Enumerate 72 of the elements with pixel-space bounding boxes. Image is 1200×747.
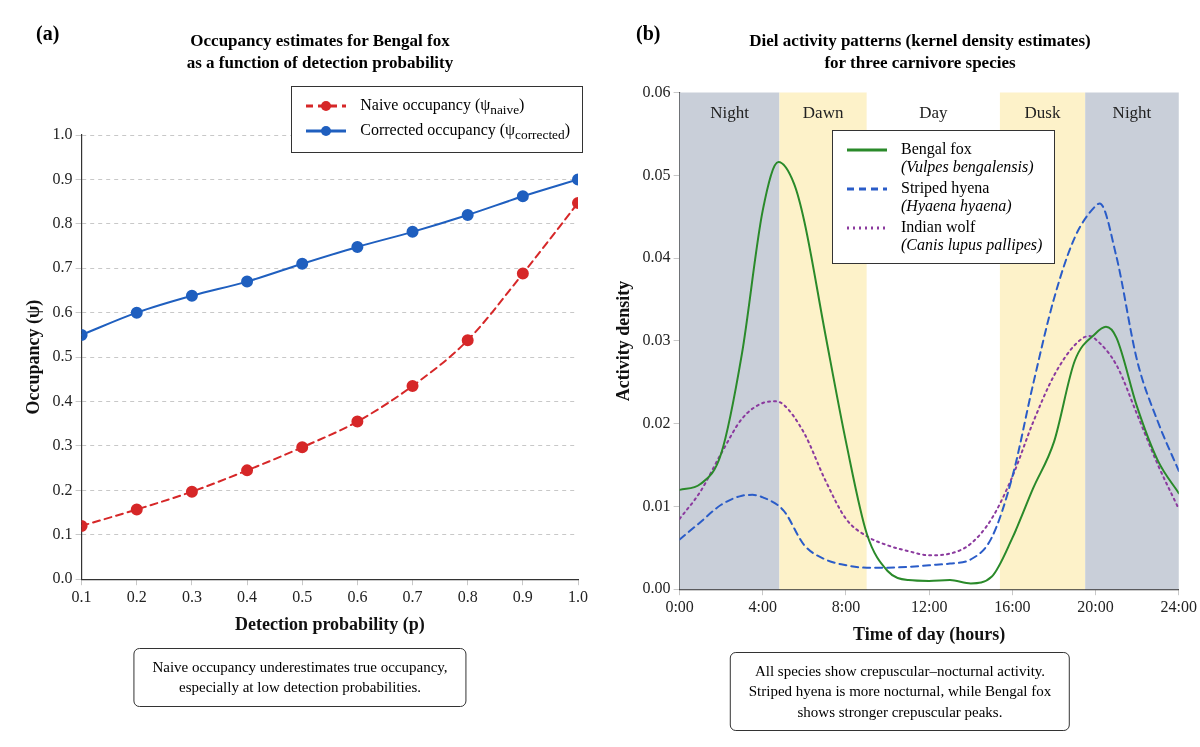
y-tick-label: 0.1 — [52, 524, 73, 542]
point — [185, 289, 198, 302]
y-tick-label: 0.06 — [642, 82, 671, 100]
line-series — [679, 334, 1179, 557]
y-tick-label: 0.9 — [52, 169, 73, 187]
legend-label: Indian wolf (Canis lupus pallipes) — [901, 218, 1043, 254]
x-tick-label: 0:00 — [665, 598, 694, 615]
point — [130, 503, 143, 516]
legend-label: Striped hyena (Hyaena hyaena) — [901, 179, 1012, 215]
x-tick-label: 0.1 — [71, 588, 92, 605]
point — [516, 267, 529, 280]
point — [351, 240, 364, 253]
y-tick-label: 0.6 — [52, 302, 73, 320]
text: (b) — [636, 22, 661, 45]
x-tick-label: 1.0 — [568, 588, 588, 605]
y-tick-label: 0.01 — [642, 496, 671, 514]
x-tick-label: 0.8 — [457, 588, 478, 605]
point — [296, 257, 309, 270]
y-tick-label: 0.3 — [52, 436, 73, 454]
y-tick-label: 0.05 — [642, 165, 671, 183]
x-tick-label: 20:00 — [1077, 598, 1114, 615]
y-tick-label: 0.0 — [52, 569, 73, 587]
band-label: Dawn — [802, 102, 844, 122]
text: All species show crepuscular–nocturnal activity. Striped hyena is more nocturnal, while Bengal fox shows stronger crepuscular peaks. — [729, 652, 1071, 731]
band-label: Dusk — [1024, 102, 1061, 122]
point — [185, 485, 198, 498]
band-label: Day — [919, 102, 949, 122]
y-tick-label: 0.04 — [642, 248, 671, 266]
x-tick-label: 8:00 — [831, 598, 861, 615]
x-tick-label: 0.3 — [181, 588, 202, 605]
legend-label: Naive occupancy (ψ$_{naive}$) — [360, 96, 525, 119]
x-tick-label: 0.9 — [512, 588, 533, 605]
y-axis-title: Occupancy (ψ) — [23, 299, 45, 415]
point — [296, 441, 309, 454]
point — [461, 208, 474, 221]
x-axis-title: Time of day (hours) — [853, 623, 1006, 645]
point — [406, 379, 419, 392]
chart-title: Occupancy estimates for Bengal fox as a function of detection probability — [186, 31, 454, 73]
text: Naive occupancy underestimates true occupancy, especially at low detection probabilities. — [133, 648, 467, 707]
y-tick-label: 0.03 — [642, 331, 671, 349]
point — [130, 306, 143, 319]
x-axis-title: Detection probability (p) — [234, 613, 425, 635]
x-tick-label: 0.6 — [347, 588, 368, 605]
legend-label: Corrected occupancy (ψ$_{corrected}$) — [360, 121, 570, 144]
text: (a) — [36, 22, 60, 45]
point — [241, 275, 254, 288]
x-tick-label: 0.5 — [292, 588, 313, 605]
y-tick-label: 0.00 — [642, 579, 671, 597]
point — [461, 334, 474, 347]
y-tick-label: 1.0 — [52, 125, 73, 143]
y-tick-label: 0.7 — [52, 258, 73, 276]
legend-label: Bengal fox (Vulpes bengalensis) — [901, 140, 1034, 176]
band-label: Night — [1112, 102, 1152, 122]
y-tick-label: 0.5 — [52, 347, 73, 365]
point — [406, 225, 419, 238]
x-tick-label: 16:00 — [994, 598, 1031, 615]
x-tick-label: 0.4 — [237, 588, 258, 605]
point — [351, 415, 364, 428]
point — [241, 464, 254, 477]
band-label: Night — [710, 102, 750, 122]
y-tick-label: 0.2 — [52, 480, 73, 498]
chart-title: Diel activity patterns (kernel density estimates) for three carnivore species — [749, 31, 1091, 73]
y-tick-label: 0.4 — [52, 391, 73, 409]
point — [516, 190, 529, 203]
y-axis-title: Activity density — [613, 280, 634, 402]
x-tick-label: 0.2 — [126, 588, 147, 605]
y-tick-label: 0.8 — [52, 214, 73, 232]
x-tick-label: 12:00 — [910, 598, 948, 615]
x-tick-label: 24:00 — [1160, 598, 1197, 615]
x-tick-label: 4:00 — [748, 598, 778, 615]
x-tick-label: 0.7 — [402, 588, 423, 605]
y-tick-label: 0.02 — [642, 413, 671, 431]
